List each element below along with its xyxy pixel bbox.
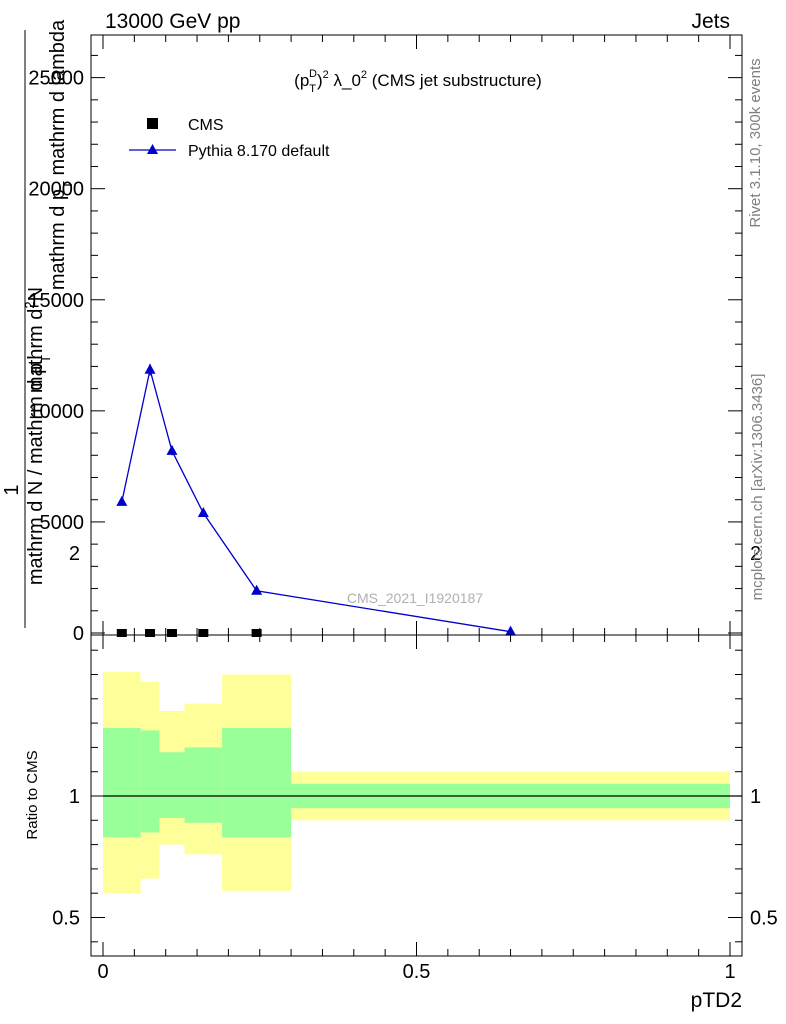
legend-marker-pythia: [147, 144, 158, 154]
pythia-point: [144, 363, 156, 374]
ratio-band-inner: [103, 727, 141, 838]
main-y-tick-label: 20000: [28, 179, 84, 201]
legend-label-cms: CMS: [188, 117, 224, 134]
main-y-tick-label: 10000: [28, 401, 84, 423]
ratio-panel: 0.5 0.51 12 2 0 0.5 1 Ratio to CMS pTD2: [24, 543, 778, 1012]
pythia-line: [121, 369, 511, 633]
ratio-band-inner: [159, 752, 185, 818]
pythia-point: [505, 625, 517, 636]
main-y-tick-label: 0: [73, 623, 84, 645]
x-tick-label: 1: [724, 961, 735, 983]
ratio-x-ticks: 0 0.5 1: [97, 635, 736, 983]
plot-title: (pTD)2 λ_02 (CMS jet substructure): [294, 68, 542, 95]
header-process: Jets: [691, 10, 730, 33]
series-marks: [116, 363, 517, 637]
x-tick-label: 0.5: [403, 961, 431, 983]
ratio-y-tick-label: 1: [69, 786, 80, 808]
cms-point: [198, 629, 209, 637]
ratio-y-tick-label-right: 2: [750, 543, 761, 565]
ylabel-prefactor-denominator: mathrm d N / mathrm d pT: [25, 355, 53, 585]
ratio-bands: [103, 672, 730, 894]
pythia-point: [116, 495, 128, 506]
main-y-tick-label: 15000: [28, 290, 84, 312]
analysis-watermark: CMS_2021_I1920187: [347, 590, 483, 606]
cms-point: [166, 629, 177, 637]
ratio-band-inner: [184, 747, 223, 823]
main-y-tick-label: 5000: [40, 512, 85, 534]
main-y-axis-label: mathrm d2N mathrm d pT mathrm d lambda 1…: [1, 19, 75, 628]
cms-point: [145, 629, 156, 637]
legend: CMS Pythia 8.170 default: [129, 117, 330, 160]
header-energy: 13000 GeV pp: [105, 10, 240, 33]
pythia-point: [251, 584, 263, 595]
ylabel-numerator: mathrm d2N: [22, 287, 47, 393]
rivet-version-label: Rivet 3.1.10, 300k events: [747, 58, 764, 227]
ratio-y-tick-label: 0.5: [52, 908, 80, 930]
x-axis-label: pTD2: [691, 989, 742, 1012]
ylabel-prefactor: 1: [1, 484, 23, 495]
ratio-y-tick-label: 2: [69, 543, 80, 565]
mcplots-credit-label: mcplots.cern.ch [arXiv:1306.3436]: [749, 374, 766, 601]
cms-point: [116, 629, 127, 637]
ratio-y-label: Ratio to CMS: [24, 750, 41, 839]
ratio-y-tick-label-right: 1: [750, 786, 761, 808]
ratio-y-tick-label-right: 0.5: [750, 908, 778, 930]
ylabel-denominator: mathrm d pT mathrm d lambda: [47, 19, 75, 290]
ratio-band-inner: [140, 730, 160, 833]
legend-label-pythia: Pythia 8.170 default: [188, 143, 330, 160]
main-y-ticks: 0 5000 10000 15000 20000 25000: [28, 54, 742, 645]
legend-marker-cms: [147, 118, 158, 129]
series-lines: [121, 369, 511, 633]
main-panel: 0 5000 10000 15000 20000 25000 (pTD)2 λ_02 (C…: [1, 19, 743, 645]
pythia-point: [197, 507, 209, 518]
ratio-y-ticks: 0.5 0.5 1 1 2 2: [52, 543, 778, 943]
main-y-tick-label: 25000: [28, 68, 84, 90]
x-tick-label: 0: [97, 961, 108, 983]
cms-point: [251, 629, 262, 637]
ratio-band-inner: [222, 727, 292, 838]
pythia-point: [166, 444, 178, 455]
